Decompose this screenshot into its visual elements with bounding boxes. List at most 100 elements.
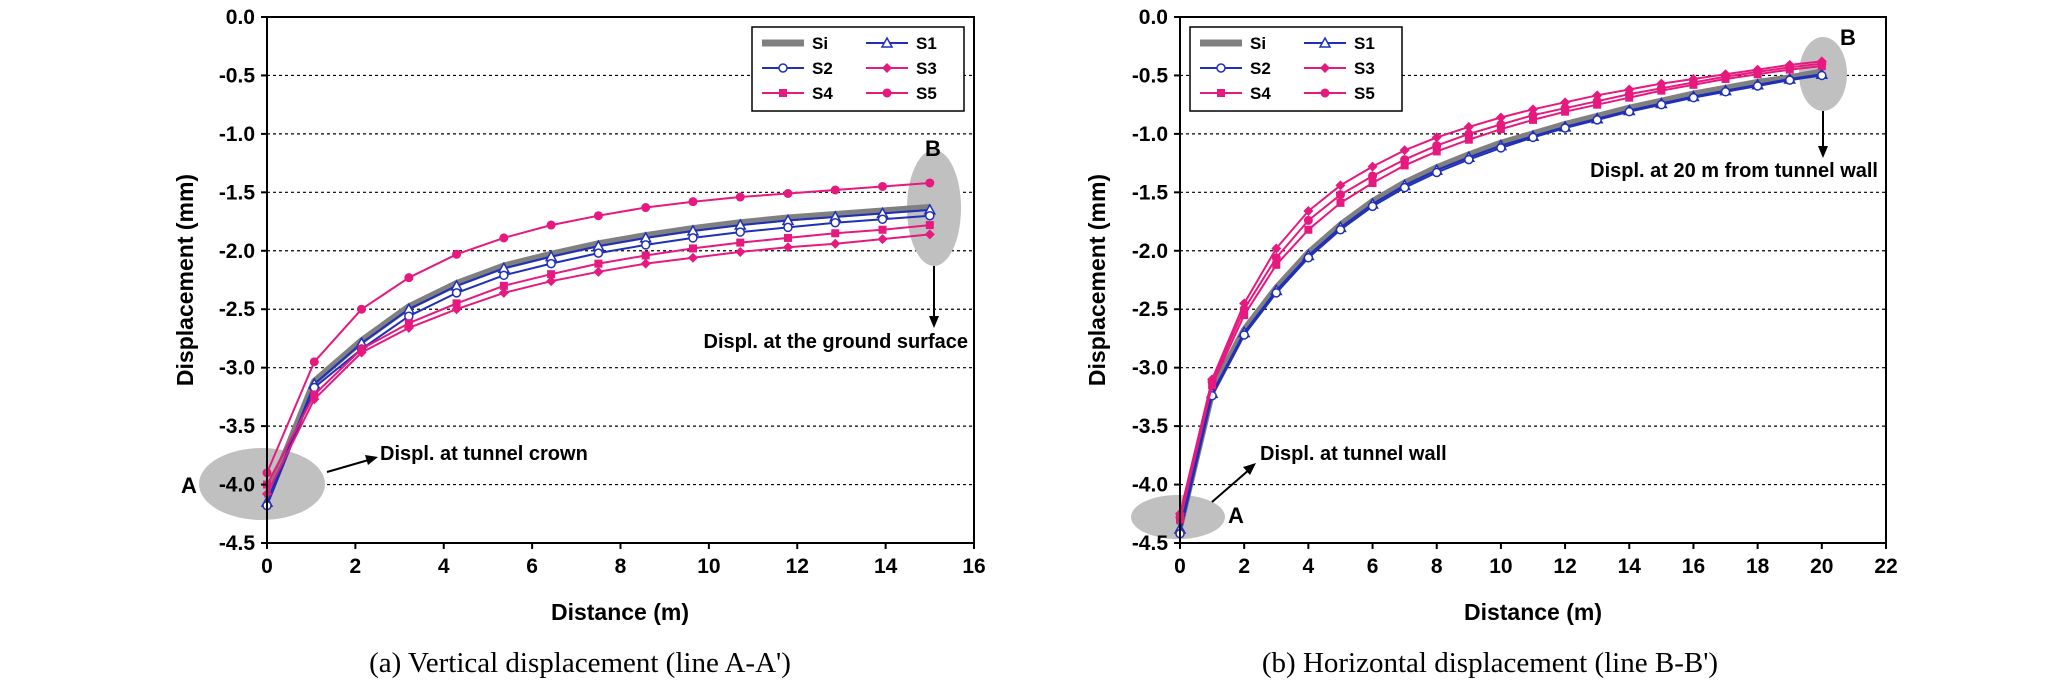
panel-b-data-point — [1368, 178, 1377, 187]
panel-a-data-point — [452, 299, 461, 308]
panel-b-data-point — [1399, 182, 1410, 193]
panel-a-point-b-ellipse — [907, 150, 961, 266]
panel-a-y-tick-label: -0.5 — [219, 64, 256, 87]
panel-b-y-tick-label: -4.5 — [1132, 532, 1169, 555]
panel-a-y-tick-label: -1.0 — [219, 123, 255, 146]
panel-a-legend-marker — [778, 63, 788, 73]
panel-b-x-tick-label: 16 — [1682, 555, 1705, 578]
panel-a-data-point — [688, 197, 698, 207]
panel-a-data-point — [830, 238, 841, 249]
panel-b-data-point — [1656, 83, 1666, 93]
panel-a-series — [260, 178, 937, 511]
panel-a-legend-item: S5 — [866, 84, 937, 103]
panel-a-series-s2 — [262, 210, 935, 511]
panel-b-x-tick-label: 0 — [1174, 555, 1186, 578]
panel-a-data-point — [499, 270, 509, 281]
panel-b-data-point — [1528, 110, 1538, 120]
panel-a-data-point — [499, 281, 508, 290]
panel-b-data-point — [1784, 75, 1795, 85]
panel-a-series-s3 — [262, 229, 935, 499]
panel-b-legend-label: S5 — [1354, 84, 1375, 103]
panel-a-legend: Si S1 S2 S3 S4 S5 — [751, 26, 965, 112]
panel-b-y-axis-title: Displacement (mm) — [1084, 174, 1110, 386]
panel-a-data-point — [593, 248, 604, 258]
panel-a-data-point — [357, 344, 366, 353]
panel-a-x-tick-label: 8 — [615, 555, 627, 578]
panel-b-y-tick-label: -0.5 — [1132, 64, 1169, 87]
panel-a-y-tick-label: -3.0 — [219, 357, 255, 380]
panel-b-data-point — [1624, 89, 1634, 99]
panel-b-data-point — [1817, 59, 1827, 69]
panel-a-legend-marker — [779, 89, 787, 97]
panel-a-data-point — [498, 287, 509, 298]
panel-b-data-point — [1432, 147, 1441, 156]
panel-a-arrowhead-b — [929, 316, 939, 328]
panel-b-data-point — [1335, 190, 1345, 200]
panel-b-data-point — [1592, 115, 1602, 125]
panel-b-data-point — [1303, 206, 1314, 217]
panel-a-point-b-label: B — [925, 136, 941, 161]
panel-b-series — [1173, 56, 1829, 539]
panel-b-data-point — [1721, 72, 1731, 82]
panel-a: 0.0 -0.5 -1.0 -1.5 -2.0 -2.5 -3.0 -3.5 -4.0 -4.50… — [172, 6, 986, 679]
panel-a-legend-item: S3 — [866, 59, 937, 78]
panel-a-y-tick-label: -4.0 — [219, 474, 255, 497]
panel-b-data-point — [1336, 198, 1345, 207]
panel-a-data-point — [735, 227, 745, 237]
panel-a-legend-label: S5 — [916, 84, 937, 103]
panel-a-data-point — [309, 382, 320, 393]
panel-b-x-tick-label: 20 — [1810, 555, 1833, 578]
panel-a-data-point — [499, 233, 509, 243]
panel-a-data-point — [404, 319, 413, 328]
panel-a-y-tick-label: 0.0 — [226, 6, 255, 29]
panel-b-legend-marker — [1320, 88, 1330, 98]
panel-b-data-point — [1239, 330, 1249, 340]
panel-b-y-tick-label: -1.5 — [1132, 181, 1169, 204]
panel-b-legend-label: S2 — [1250, 59, 1271, 78]
panel-a-data-point — [924, 229, 935, 240]
panel-a-legend-marker — [880, 36, 894, 48]
panel-a-point-a-label: A — [181, 473, 197, 498]
panel-a-data-point — [783, 233, 792, 242]
panel-b-data-point — [1560, 103, 1570, 113]
panel-a-legend-label: Si — [812, 34, 828, 53]
panel-b-annotation-a-text: Displ. at tunnel wall — [1260, 443, 1447, 465]
panel-b: 0.0 -0.5 -1.0 -1.5 -2.0 -2.5 -3.0 -3.5 -4.0 -4.50… — [1084, 6, 1898, 679]
panel-a-data-point — [688, 233, 698, 243]
panel-a-series-s4 — [263, 221, 934, 489]
panel-a-data-point — [451, 288, 462, 298]
panel-b-y-tick-label: -3.5 — [1132, 415, 1169, 438]
panel-a-data-point — [878, 225, 887, 234]
panel-a-legend-label: S2 — [812, 59, 833, 78]
panel-b-x-tick-label: 12 — [1553, 555, 1576, 578]
panel-b-data-point — [1688, 77, 1698, 87]
panel-a-data-point — [688, 244, 697, 253]
panel-b-data-point — [1464, 129, 1474, 139]
panel-a-legend-item: Si — [762, 34, 828, 53]
panel-b-y-tick-label: -3.0 — [1132, 357, 1168, 380]
panel-b-data-point — [1400, 161, 1409, 170]
panel-b-data-point — [1431, 167, 1442, 178]
panel-a-x-tick-label: 16 — [962, 555, 985, 578]
panel-b-data-point — [1817, 70, 1827, 81]
panel-a-data-point — [357, 304, 367, 314]
panel-a-data-point — [877, 214, 888, 224]
panel-a-x-tick-label: 14 — [874, 555, 898, 578]
panel-a-legend-item: S1 — [866, 34, 937, 53]
panel-b-data-point — [1335, 224, 1346, 235]
panel-a-data-point — [736, 238, 745, 247]
panel-b-legend-item: S2 — [1200, 59, 1271, 78]
panel-a-data-point — [640, 258, 651, 269]
panel-b-data-point — [1271, 288, 1282, 298]
panel-b-x-tick-label: 14 — [1618, 555, 1642, 578]
panel-b-grid — [1180, 74, 1886, 486]
panel-b-x-tick-label: 6 — [1367, 555, 1379, 578]
panel-a-y-tick-label: -3.5 — [219, 415, 256, 438]
panel-a-data-point — [735, 192, 745, 202]
panel-b-data-point — [1753, 67, 1763, 77]
panel-a-data-point — [546, 258, 556, 269]
panel-a-legend-item: S2 — [762, 59, 833, 78]
panel-a-y-tick-label: -1.5 — [219, 181, 256, 204]
panel-a-highlight-ellipses — [199, 150, 961, 520]
panel-a-data-point — [878, 181, 888, 191]
